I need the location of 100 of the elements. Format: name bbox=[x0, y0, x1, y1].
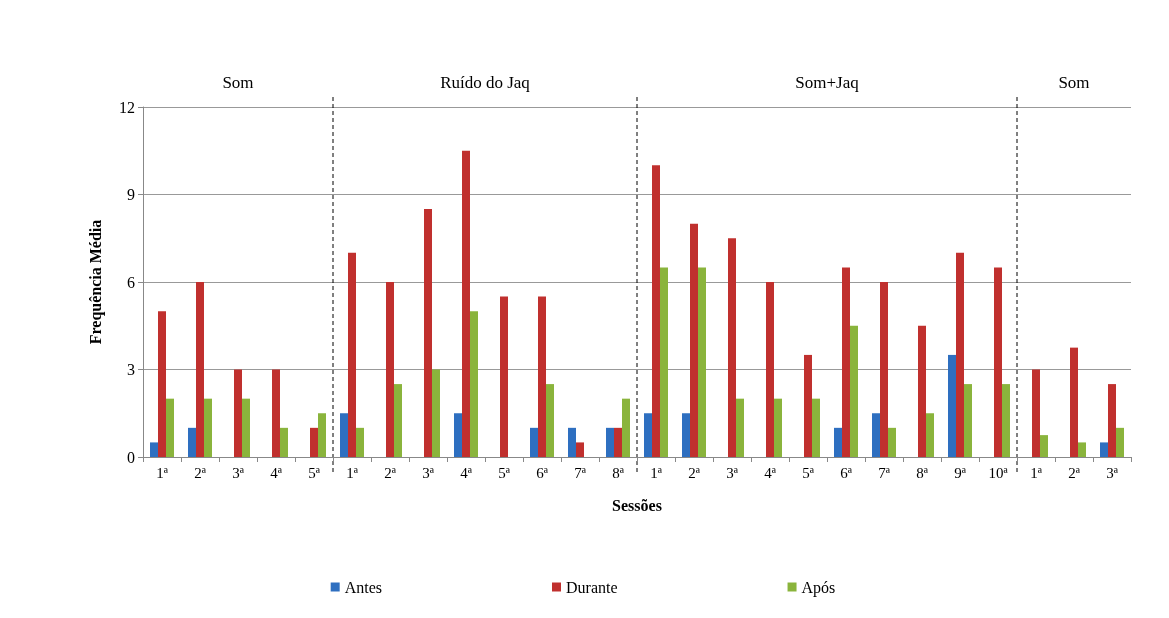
bar bbox=[918, 325, 926, 457]
bar bbox=[834, 427, 842, 457]
bar bbox=[432, 369, 440, 457]
bar bbox=[424, 209, 432, 457]
bar bbox=[462, 150, 470, 457]
bar bbox=[546, 384, 554, 457]
bar bbox=[356, 427, 364, 457]
text: Ruído do Jaq bbox=[440, 73, 531, 92]
text: Som bbox=[222, 73, 254, 92]
x-tick-label: 4ª bbox=[270, 464, 283, 481]
bar bbox=[576, 442, 584, 457]
bar bbox=[188, 427, 196, 457]
bar bbox=[774, 398, 782, 457]
bar bbox=[1078, 442, 1086, 457]
bar bbox=[1108, 384, 1116, 457]
x-tick-label: 3ª bbox=[422, 464, 435, 481]
x-tick-label: 2ª bbox=[688, 464, 701, 481]
bar bbox=[386, 282, 394, 457]
bar bbox=[394, 384, 402, 457]
x-tick-label: 2ª bbox=[1068, 464, 1081, 481]
bar bbox=[348, 252, 356, 457]
legend-label: Antes bbox=[344, 578, 383, 596]
bar bbox=[568, 427, 576, 457]
x-tick-label: 1ª bbox=[650, 464, 663, 481]
bar bbox=[644, 413, 652, 457]
bar bbox=[888, 427, 896, 457]
bar bbox=[766, 282, 774, 457]
bar bbox=[1002, 384, 1010, 457]
x-tick-label: 4ª bbox=[460, 464, 473, 481]
bar bbox=[242, 398, 250, 457]
x-tick-label: 2ª bbox=[384, 464, 397, 481]
bar bbox=[272, 369, 280, 457]
bar bbox=[340, 413, 348, 457]
bar bbox=[736, 398, 744, 457]
x-axis-title: Sessões bbox=[612, 496, 662, 514]
bar bbox=[690, 223, 698, 457]
bar bbox=[994, 267, 1002, 457]
bar bbox=[926, 413, 934, 457]
bar bbox=[804, 354, 812, 457]
x-tick-label: 2ª bbox=[194, 464, 207, 481]
y-tick-label: 6 bbox=[127, 273, 135, 291]
x-tick-label: 5ª bbox=[498, 464, 511, 481]
x-tick-label: 6ª bbox=[536, 464, 549, 481]
text: Som bbox=[1058, 73, 1090, 92]
bar bbox=[622, 398, 630, 457]
bar bbox=[318, 413, 326, 457]
bar bbox=[454, 413, 462, 457]
bar bbox=[500, 296, 508, 457]
x-tick-label: 9ª bbox=[954, 464, 967, 481]
bar bbox=[166, 398, 174, 457]
legend-label: Após bbox=[801, 578, 836, 597]
y-tick-label: 12 bbox=[119, 98, 135, 116]
x-tick-label: 5ª bbox=[308, 464, 321, 481]
text: Som+Jaq bbox=[795, 73, 860, 92]
bar bbox=[470, 311, 478, 457]
bar bbox=[652, 165, 660, 457]
bar bbox=[842, 267, 850, 457]
bar bbox=[964, 384, 972, 457]
x-tick-label: 3ª bbox=[232, 464, 245, 481]
legend-label: Durante bbox=[566, 578, 618, 596]
y-tick-label: 0 bbox=[127, 448, 135, 466]
x-tick-label: 4ª bbox=[764, 464, 777, 481]
bar bbox=[538, 296, 546, 457]
x-tick-label: 1ª bbox=[1030, 464, 1043, 481]
bar bbox=[158, 311, 166, 457]
x-tick-label: 1ª bbox=[346, 464, 359, 481]
bar bbox=[660, 267, 668, 457]
bar bbox=[1100, 442, 1108, 457]
bar bbox=[530, 427, 538, 457]
bar bbox=[310, 427, 318, 457]
bar bbox=[196, 282, 204, 457]
x-tick-label: 3ª bbox=[726, 464, 739, 481]
bar bbox=[698, 267, 706, 457]
bar bbox=[1070, 347, 1078, 457]
x-tick-label: 1ª bbox=[156, 464, 169, 481]
bar bbox=[150, 442, 158, 457]
y-axis-title: Frequência Média bbox=[86, 219, 105, 345]
bar bbox=[728, 238, 736, 457]
bar bbox=[948, 354, 956, 457]
bar bbox=[606, 427, 614, 457]
bar bbox=[880, 282, 888, 457]
bar bbox=[872, 413, 880, 457]
x-tick-label: 7ª bbox=[574, 464, 587, 481]
bar bbox=[234, 369, 242, 457]
x-tick-label: 5ª bbox=[802, 464, 815, 481]
bar bbox=[682, 413, 690, 457]
x-tick-label: 8ª bbox=[612, 464, 625, 481]
x-tick-label: 3ª bbox=[1106, 464, 1119, 481]
bar bbox=[1032, 369, 1040, 457]
bar bbox=[1040, 435, 1048, 457]
x-tick-label: 7ª bbox=[878, 464, 891, 481]
bar bbox=[812, 398, 820, 457]
bar bbox=[1116, 427, 1124, 457]
bar bbox=[614, 427, 622, 457]
y-tick-label: 3 bbox=[127, 361, 135, 378]
y-tick-label: 9 bbox=[127, 186, 135, 203]
bar bbox=[956, 252, 964, 457]
x-tick-label: 10ª bbox=[988, 464, 1009, 481]
bar bbox=[850, 325, 858, 457]
bar bbox=[204, 398, 212, 457]
